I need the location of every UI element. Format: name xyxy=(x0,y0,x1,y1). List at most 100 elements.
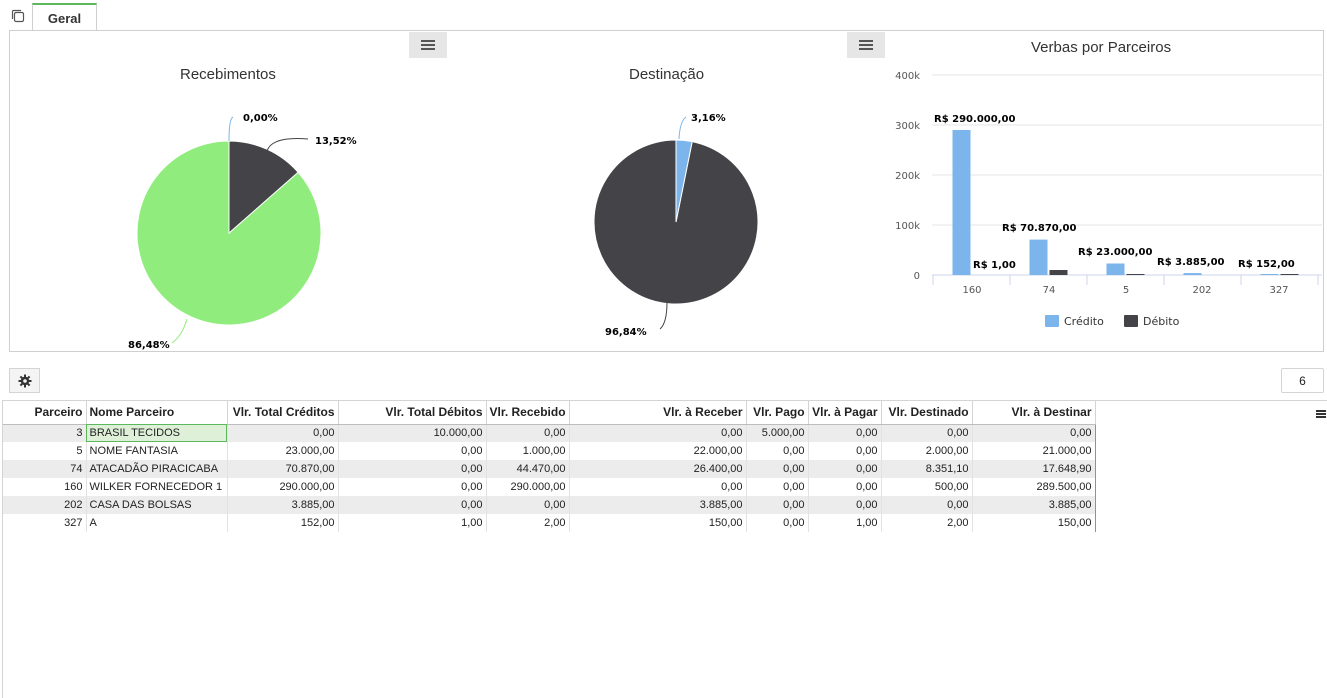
y-tick-label: 100k xyxy=(895,221,920,232)
cell-total-creditos[interactable]: 290.000,00 xyxy=(227,478,339,496)
cell-parceiro[interactable]: 5 xyxy=(3,442,87,460)
cell-a-receber[interactable]: 3.885,00 xyxy=(569,496,747,514)
cell-total-debitos[interactable]: 0,00 xyxy=(338,442,487,460)
table-row[interactable]: 202 CASA DAS BOLSAS 3.885,00 0,00 0,00 3… xyxy=(3,496,1096,514)
cell-pago[interactable]: 0,00 xyxy=(746,442,809,460)
legend-label-credito: Crédito xyxy=(1064,315,1104,328)
cell-a-pagar[interactable]: 0,00 xyxy=(808,460,882,478)
y-gridlines xyxy=(932,74,1322,276)
cell-nome-parceiro[interactable]: ATACADÃO PIRACICABA xyxy=(86,460,228,478)
cell-a-pagar[interactable]: 1,00 xyxy=(808,514,882,532)
chart-menu-button[interactable] xyxy=(409,32,447,58)
cell-parceiro[interactable]: 74 xyxy=(3,460,87,478)
x-tick-label: 74 xyxy=(1043,285,1056,296)
bars xyxy=(952,130,1299,275)
cell-recebido[interactable]: 0,00 xyxy=(486,424,570,442)
chart-title-recebimentos: Recebimentos xyxy=(180,66,276,83)
chart-menu-button[interactable] xyxy=(847,32,885,58)
pie-connector-96-84 xyxy=(659,301,668,330)
cell-total-creditos[interactable]: 152,00 xyxy=(227,514,339,532)
bar-credito-5 xyxy=(1106,263,1125,275)
cell-total-debitos[interactable]: 10.000,00 xyxy=(338,424,487,442)
cell-a-receber[interactable]: 0,00 xyxy=(569,424,747,442)
cell-a-pagar[interactable]: 0,00 xyxy=(808,442,882,460)
copy-window-icon[interactable] xyxy=(10,8,26,24)
cell-total-debitos[interactable]: 0,00 xyxy=(338,496,487,514)
cell-a-receber[interactable]: 150,00 xyxy=(569,514,747,532)
cell-parceiro[interactable]: 202 xyxy=(3,496,87,514)
table-row[interactable]: 5 NOME FANTASIA 23.000,00 0,00 1.000,00 … xyxy=(3,442,1096,460)
bar-credito-160 xyxy=(952,130,971,275)
cell-a-receber[interactable]: 0,00 xyxy=(569,478,747,496)
x-ticks xyxy=(932,275,1319,285)
table-row[interactable]: 327 A 152,00 1,00 2,00 150,00 0,00 1,00 … xyxy=(3,514,1096,532)
cell-destinado[interactable]: 0,00 xyxy=(881,496,973,514)
cell-total-creditos[interactable]: 70.870,00 xyxy=(227,460,339,478)
column-header[interactable]: Vlr. à Receber xyxy=(569,401,747,425)
cell-a-destinar[interactable]: 17.648,90 xyxy=(972,460,1096,478)
cell-total-debitos[interactable]: 1,00 xyxy=(338,514,487,532)
column-header[interactable]: Vlr. Pago xyxy=(746,401,809,425)
cell-recebido[interactable]: 1.000,00 xyxy=(486,442,570,460)
cell-destinado[interactable]: 8.351,10 xyxy=(881,460,973,478)
cell-recebido[interactable]: 44.470,00 xyxy=(486,460,570,478)
cell-a-pagar[interactable]: 0,00 xyxy=(808,496,882,514)
cell-a-receber[interactable]: 26.400,00 xyxy=(569,460,747,478)
cell-parceiro[interactable]: 160 xyxy=(3,478,87,496)
column-menu-icon[interactable] xyxy=(1315,407,1327,419)
cell-nome-parceiro[interactable]: A xyxy=(86,514,228,532)
cell-pago[interactable]: 0,00 xyxy=(746,478,809,496)
record-count-badge[interactable]: 6 xyxy=(1281,368,1324,393)
cell-total-creditos[interactable]: 0,00 xyxy=(227,424,339,442)
table-row[interactable]: 160 WILKER FORNECEDOR 1 290.000,00 0,00 … xyxy=(3,478,1096,496)
column-header[interactable]: Vlr. Total Débitos xyxy=(338,401,487,425)
cell-a-destinar[interactable]: 21.000,00 xyxy=(972,442,1096,460)
column-header[interactable]: Vlr. Recebido xyxy=(486,401,570,425)
cell-parceiro[interactable]: 3 xyxy=(3,424,87,442)
bar-data-label: R$ 70.870,00 xyxy=(1002,223,1076,234)
pie-slice-3-16 xyxy=(675,139,693,223)
bar-data-label: R$ 290.000,00 xyxy=(934,114,1015,125)
pie-connector-3-16 xyxy=(678,116,687,140)
cell-recebido[interactable]: 0,00 xyxy=(486,496,570,514)
cell-recebido[interactable]: 2,00 xyxy=(486,514,570,532)
tab-geral[interactable]: Geral xyxy=(32,3,97,31)
cell-pago[interactable]: 0,00 xyxy=(746,496,809,514)
cell-total-debitos[interactable]: 0,00 xyxy=(338,460,487,478)
column-header[interactable]: Vlr. Total Créditos xyxy=(227,401,339,425)
cell-destinado[interactable]: 2,00 xyxy=(881,514,973,532)
cell-destinado[interactable]: 500,00 xyxy=(881,478,973,496)
column-header[interactable]: Vlr. à Pagar xyxy=(808,401,882,425)
cell-pago[interactable]: 0,00 xyxy=(746,514,809,532)
settings-button[interactable] xyxy=(9,368,40,393)
cell-a-destinar[interactable]: 0,00 xyxy=(972,424,1096,442)
cell-nome-parceiro[interactable]: BRASIL TECIDOS xyxy=(86,424,228,442)
table-row[interactable]: 74 ATACADÃO PIRACICABA 70.870,00 0,00 44… xyxy=(3,460,1096,478)
cell-recebido[interactable]: 290.000,00 xyxy=(486,478,570,496)
cell-a-destinar[interactable]: 3.885,00 xyxy=(972,496,1096,514)
cell-total-creditos[interactable]: 3.885,00 xyxy=(227,496,339,514)
cell-a-destinar[interactable]: 150,00 xyxy=(972,514,1096,532)
cell-a-pagar[interactable]: 0,00 xyxy=(808,424,882,442)
cell-parceiro[interactable]: 327 xyxy=(3,514,87,532)
column-header[interactable]: Parceiro xyxy=(3,401,87,425)
cell-nome-parceiro[interactable]: NOME FANTASIA xyxy=(86,442,228,460)
column-header[interactable]: Nome Parceiro xyxy=(86,401,228,425)
cell-nome-parceiro[interactable]: WILKER FORNECEDOR 1 xyxy=(86,478,228,496)
bar-data-label: R$ 1,00 xyxy=(973,260,1016,271)
cell-a-receber[interactable]: 22.000,00 xyxy=(569,442,747,460)
cell-a-destinar[interactable]: 289.500,00 xyxy=(972,478,1096,496)
cell-a-pagar[interactable]: 0,00 xyxy=(808,478,882,496)
cell-destinado[interactable]: 0,00 xyxy=(881,424,973,442)
table-row[interactable]: 3 BRASIL TECIDOS 0,00 10.000,00 0,00 0,0… xyxy=(3,424,1096,442)
column-header[interactable]: Vlr. à Destinar xyxy=(972,401,1096,425)
cell-nome-parceiro[interactable]: CASA DAS BOLSAS xyxy=(86,496,228,514)
column-header[interactable]: Vlr. Destinado xyxy=(881,401,973,425)
cell-total-creditos[interactable]: 23.000,00 xyxy=(227,442,339,460)
bar-credito-74 xyxy=(1029,239,1048,275)
cell-destinado[interactable]: 2.000,00 xyxy=(881,442,973,460)
cell-total-debitos[interactable]: 0,00 xyxy=(338,478,487,496)
cell-pago[interactable]: 5.000,00 xyxy=(746,424,809,442)
cell-pago[interactable]: 0,00 xyxy=(746,460,809,478)
pie-label-13-52: 13,52% xyxy=(315,136,357,147)
